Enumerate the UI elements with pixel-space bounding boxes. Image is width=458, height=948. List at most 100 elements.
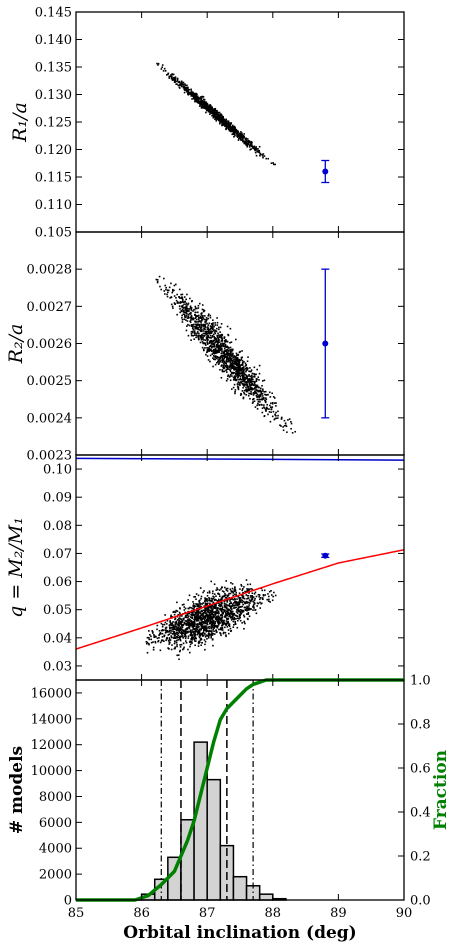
scatter-point: [238, 617, 240, 620]
scatter-point: [245, 386, 247, 389]
scatter-point: [216, 611, 219, 614]
scatter-point: [248, 389, 251, 392]
scatter-point: [199, 639, 202, 641]
scatter-point: [216, 334, 218, 337]
scatter-point: [208, 634, 211, 636]
scatter-point: [170, 303, 173, 306]
scatter-point: [185, 311, 188, 314]
scatter-point: [265, 394, 267, 396]
scatter-point: [218, 622, 220, 625]
scatter-point: [259, 596, 262, 599]
scatter-point: [212, 329, 215, 332]
scatter-point: [206, 618, 209, 620]
scatter-point: [226, 356, 229, 359]
scatter-point: [190, 607, 193, 609]
scatter-point: [245, 140, 248, 143]
scatter-point: [267, 593, 269, 595]
scatter-point: [209, 113, 211, 116]
scatter-point: [223, 357, 226, 360]
scatter-point: [213, 623, 216, 625]
scatter-point: [202, 104, 205, 107]
scatter-point: [240, 585, 243, 587]
scatter-point: [217, 341, 220, 344]
scatter-point: [194, 637, 197, 640]
scatter-point: [168, 638, 171, 640]
scatter-point: [241, 136, 244, 139]
scatter-point: [210, 633, 213, 635]
y-tick-label: 16000: [31, 686, 72, 701]
scatter-point: [170, 636, 173, 639]
scatter-point: [227, 125, 229, 128]
y-tick-label: 0.140: [35, 33, 72, 48]
scatter-point: [194, 616, 197, 619]
r2-measurement: [321, 268, 330, 419]
scatter-point: [194, 320, 196, 323]
scatter-point: [194, 595, 197, 598]
scatter-point: [214, 625, 217, 627]
scatter-point: [213, 112, 216, 115]
scatter-point: [173, 642, 176, 645]
scatter-point: [208, 332, 210, 334]
scatter-point: [213, 355, 216, 358]
scatter-point: [233, 125, 236, 128]
scatter-point: [217, 602, 220, 604]
r1-measurement: [321, 159, 330, 184]
scatter-point: [255, 384, 258, 387]
scatter-point: [165, 626, 168, 629]
scatter-point: [186, 624, 188, 626]
scatter-point: [230, 606, 232, 609]
scatter-point: [210, 105, 212, 108]
scatter-point: [213, 335, 215, 338]
scatter-point: [208, 613, 211, 616]
scatter-point: [224, 341, 227, 343]
scatter-point: [217, 337, 219, 339]
scatter-point: [210, 630, 213, 633]
scatter-point: [182, 629, 184, 632]
scatter-point: [286, 431, 288, 433]
scatter-point: [187, 619, 190, 622]
scatter-point: [179, 615, 181, 617]
scatter-point: [233, 356, 236, 358]
scatter-point: [184, 611, 186, 614]
scatter-point: [201, 634, 204, 637]
scatter-point: [171, 644, 173, 646]
scatter-point: [215, 611, 217, 614]
scatter-point: [168, 630, 171, 633]
scatter-point: [217, 625, 219, 627]
scatter-point: [227, 610, 229, 613]
scatter-point: [239, 368, 241, 371]
scatter-point: [193, 620, 196, 623]
scatter-point: [206, 341, 209, 343]
scatter-point: [237, 606, 240, 609]
scatter-point: [228, 130, 231, 132]
scatter-point: [205, 321, 207, 323]
scatter-point: [230, 362, 233, 364]
scatter-point: [255, 386, 258, 389]
scatter-point: [228, 129, 231, 131]
scatter-point: [226, 590, 229, 592]
scatter-point: [214, 337, 216, 339]
scatter-point: [186, 317, 189, 319]
scatter-point: [238, 360, 240, 363]
scatter-point: [178, 305, 181, 307]
scatter-point: [284, 422, 287, 425]
scatter-point: [217, 359, 219, 361]
scatter-point: [226, 366, 229, 369]
scatter-point: [203, 611, 205, 614]
scatter-point: [211, 114, 213, 117]
scatter-point: [267, 600, 270, 602]
scatter-point: [262, 388, 264, 390]
scatter-point: [233, 358, 235, 361]
scatter-point: [169, 622, 172, 624]
measured-point: [322, 340, 329, 347]
scatter-point: [226, 600, 229, 602]
scatter-point: [221, 359, 223, 362]
scatter-point: [230, 128, 233, 130]
scatter-point: [250, 370, 252, 373]
scatter-point: [216, 117, 218, 119]
scatter-point: [232, 626, 235, 628]
scatter-point: [227, 632, 230, 635]
scatter-point: [173, 78, 176, 81]
y-tick-label: 0.0027: [27, 300, 73, 315]
scatter-point: [206, 322, 208, 325]
